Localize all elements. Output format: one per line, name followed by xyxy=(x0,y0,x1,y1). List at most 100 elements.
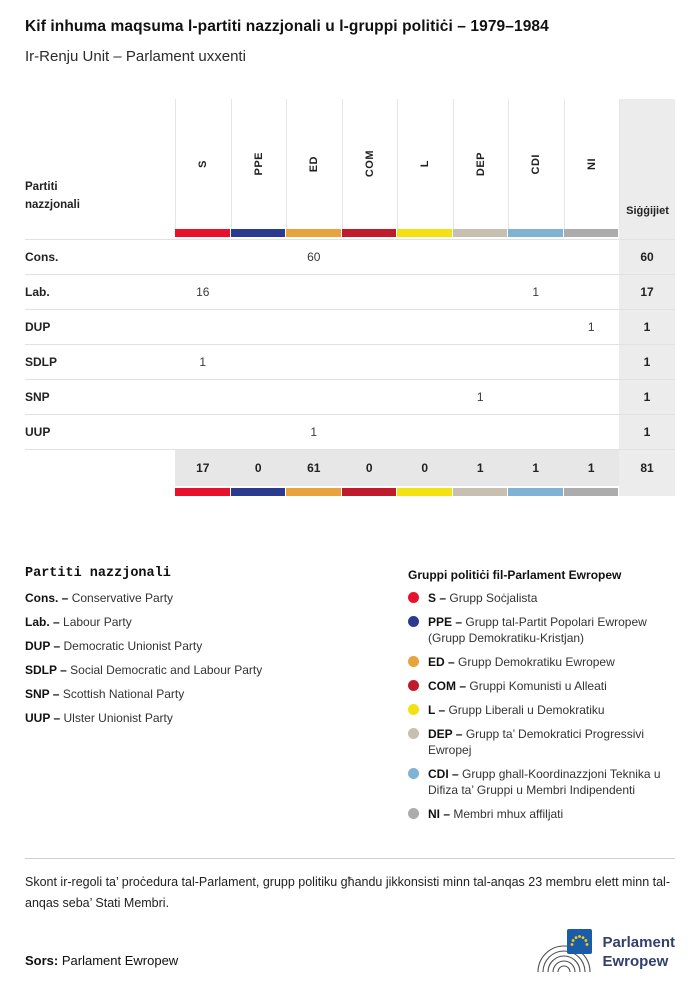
party-legend-item: DUP – Democratic Unionist Party xyxy=(25,639,408,653)
groups-legend-list: S – Grupp Soċjalista PPE – Grupp tal-Part… xyxy=(408,590,675,822)
value-cell xyxy=(452,309,508,344)
party-name-cell: SNP xyxy=(25,379,175,414)
party-abbr: Lab. – xyxy=(25,615,60,629)
color-bar-top-ed xyxy=(286,229,342,239)
color-bar-top-l xyxy=(397,229,453,239)
ep-logo-wordmark: Parlament Ewropew xyxy=(602,933,675,971)
column-header-label: ED xyxy=(308,155,321,173)
value-cell xyxy=(563,414,619,449)
group-color-dot xyxy=(408,592,419,603)
column-total-cell: 0 xyxy=(230,449,286,486)
party-name-cell: DUP xyxy=(25,309,175,344)
parties-legend-list: Cons. – Conservative Party Lab. – Labour … xyxy=(25,591,408,725)
group-legend-item: PPE – Grupp tal-Partit Popolari Ewropew … xyxy=(408,614,675,646)
value-cell xyxy=(397,379,453,414)
column-header-label: L xyxy=(419,160,432,168)
seats-header-label: Siġġijiet xyxy=(626,205,669,217)
group-legend-item: ED – Grupp Demokratiku Ewropew xyxy=(408,654,675,670)
value-cell xyxy=(286,344,342,379)
color-bar-top-cdi xyxy=(508,229,564,239)
spacer-cell xyxy=(25,229,175,239)
parties-legend-title: Partiti nazzjonali xyxy=(25,566,171,581)
value-cell xyxy=(508,309,564,344)
party-legend-item: UUP – Ulster Unionist Party xyxy=(25,711,408,725)
group-abbr: L – xyxy=(428,703,446,717)
group-abbr: NI – xyxy=(428,807,451,821)
column-total-cell: 0 xyxy=(397,449,453,486)
party-abbr: SDLP – xyxy=(25,663,67,677)
group-abbr: PPE – xyxy=(428,615,463,629)
value-cell: 1 xyxy=(175,344,231,379)
value-cell xyxy=(286,274,342,309)
value-cell xyxy=(341,309,397,344)
column-header-cdi: CDI xyxy=(508,99,564,229)
value-cell xyxy=(230,309,286,344)
value-cell xyxy=(230,414,286,449)
column-header-dep: DEP xyxy=(452,99,509,229)
party-legend-item: SNP – Scottish National Party xyxy=(25,687,408,701)
ep-logo-line2: Ewropew xyxy=(602,953,669,970)
party-name-cell: Cons. xyxy=(25,239,175,274)
seats-value-cell: 1 xyxy=(619,379,675,414)
value-cell: 1 xyxy=(286,414,342,449)
column-header-label: DEP xyxy=(474,151,487,177)
color-bar-top-ni xyxy=(563,229,620,239)
value-cell xyxy=(397,274,453,309)
value-cell: 1 xyxy=(563,309,619,344)
group-color-dot xyxy=(408,616,419,627)
group-full-name: Membri mhux affiljati xyxy=(453,807,564,821)
totals-row-spacer xyxy=(25,449,175,486)
seats-value-cell: 17 xyxy=(619,274,675,309)
color-bar-top-dep xyxy=(452,229,509,239)
value-cell xyxy=(563,274,619,309)
value-cell xyxy=(341,414,397,449)
value-cell xyxy=(508,414,564,449)
column-total-cell: 1 xyxy=(563,449,619,486)
value-cell xyxy=(175,309,231,344)
value-cell xyxy=(230,239,286,274)
column-header-label: COM xyxy=(363,150,376,178)
value-cell xyxy=(230,379,286,414)
seats-value-cell: 1 xyxy=(619,344,675,379)
party-full-name: Conservative Party xyxy=(71,591,174,605)
value-cell: 1 xyxy=(508,274,564,309)
group-color-dot xyxy=(408,656,419,667)
party-abbr: DUP – xyxy=(25,639,61,653)
value-cell xyxy=(397,414,453,449)
value-cell: 1 xyxy=(452,379,508,414)
groups-legend-title: Gruppi politiċi fil-Parlament Ewropew xyxy=(408,568,622,582)
group-legend-text: PPE – Grupp tal-Partit Popolari Ewropew … xyxy=(428,614,666,646)
party-full-name: Democratic Unionist Party xyxy=(63,639,203,653)
group-legend-text: ED – Grupp Demokratiku Ewropew xyxy=(428,654,666,670)
group-color-dot xyxy=(408,680,419,691)
row-header-label: Partiti nazzjonali xyxy=(25,181,80,212)
column-total-cell: 1 xyxy=(508,449,564,486)
color-bar-top-ppe xyxy=(230,229,287,239)
seats-column-filler xyxy=(619,229,675,239)
political-groups-legend: Gruppi politiċi fil-Parlament Ewropew S … xyxy=(408,566,675,822)
party-abbr: UUP – xyxy=(25,711,61,725)
group-legend-text: DEP – Grupp ta’ Demokratici Progressivi … xyxy=(428,726,666,758)
european-parliament-logo: Parlament Ewropew xyxy=(536,928,675,976)
column-header-l: L xyxy=(397,99,453,229)
source-name: Parlament Ewropew xyxy=(61,953,179,968)
color-bar-bottom-ppe xyxy=(230,486,287,496)
value-cell xyxy=(175,414,231,449)
party-abbr: SNP – xyxy=(25,687,60,701)
value-cell xyxy=(508,379,564,414)
column-total-cell: 0 xyxy=(341,449,397,486)
group-full-name: Grupp Liberali u Demokratiku xyxy=(448,703,605,717)
national-parties-legend: Partiti nazzjonali Cons. – Conservative … xyxy=(25,566,408,822)
group-legend-text: S – Grupp Soċjalista xyxy=(428,590,666,606)
group-abbr: COM – xyxy=(428,679,467,693)
value-cell xyxy=(341,274,397,309)
group-color-dot xyxy=(408,768,419,779)
value-cell xyxy=(563,344,619,379)
seats-value-cell: 1 xyxy=(619,309,675,344)
group-abbr: ED – xyxy=(428,655,455,669)
group-color-dot xyxy=(408,728,419,739)
column-header-com: COM xyxy=(341,99,398,229)
group-legend-text: NI – Membri mhux affiljati xyxy=(428,806,666,822)
column-total-cell: 61 xyxy=(286,449,342,486)
